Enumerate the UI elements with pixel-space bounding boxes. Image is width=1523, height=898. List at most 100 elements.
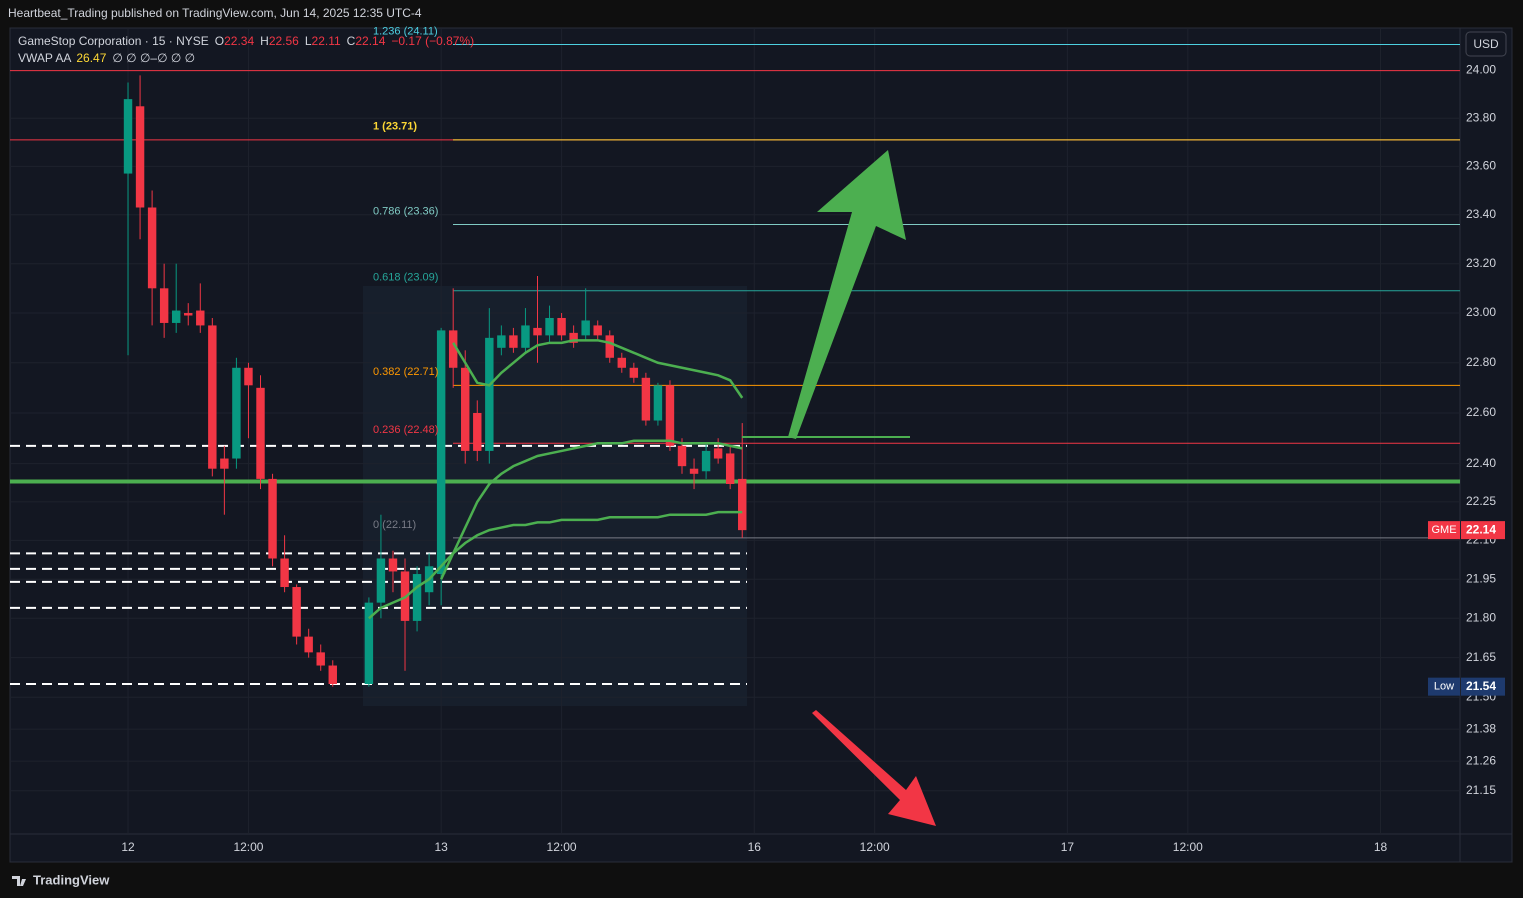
vwap-line (368, 510, 743, 620)
candle-body (316, 652, 325, 666)
price-tag (1428, 521, 1460, 540)
candle-body (665, 385, 675, 446)
y-tick-label: 21.80 (1466, 610, 1496, 624)
x-tick-label: 17 (1061, 840, 1075, 854)
x-tick-label: 12:00 (547, 840, 577, 854)
x-tick-label: 12:00 (860, 840, 890, 854)
candle-body (725, 453, 735, 484)
candle-body (545, 317, 554, 336)
x-tick-label: 12 (121, 840, 135, 854)
candle-body (364, 602, 374, 685)
candle-body (280, 558, 289, 588)
candle-body (557, 317, 566, 336)
x-tick-label: 12:00 (233, 840, 263, 854)
price-tag-name: GME (1431, 524, 1456, 536)
vwap-line (440, 439, 743, 580)
candle-body (485, 337, 494, 451)
candle-body (738, 478, 747, 531)
y-tick-label: 21.65 (1466, 650, 1496, 664)
candle-body (171, 310, 181, 323)
x-tick-label: 18 (1374, 840, 1388, 854)
candle-body (593, 325, 602, 336)
candle-body (292, 587, 301, 637)
price-tag (1428, 677, 1460, 696)
y-tick-label: 22.40 (1466, 456, 1496, 470)
candle-body (196, 310, 205, 326)
ohlc-value: 22.34 (224, 34, 254, 48)
y-tick-label: 23.40 (1466, 207, 1496, 221)
candle-body (569, 332, 578, 343)
candle-body (497, 335, 506, 348)
y-tick-label: 24.00 (1466, 63, 1496, 77)
up-arrow (788, 150, 906, 439)
candle-body (256, 387, 265, 479)
candle-body (461, 367, 470, 451)
ohlc-key: H (260, 34, 269, 48)
y-tick-label: 22.60 (1466, 405, 1496, 419)
y-tick-label: 23.20 (1466, 256, 1496, 270)
candle-body (159, 288, 169, 323)
price-tag (1461, 677, 1505, 696)
ohlc-key: C (347, 34, 356, 48)
candle-body (328, 665, 337, 685)
price-tag-value: 22.14 (1466, 522, 1496, 536)
indicator-name: VWAP AA (18, 51, 71, 65)
y-tick-label: 23.00 (1466, 305, 1496, 319)
candle-body (304, 636, 313, 653)
indicator-value: 26.47 (76, 51, 106, 65)
candle-body (509, 335, 518, 348)
ohlc-key: O (215, 34, 224, 48)
y-tick-label: 21.95 (1466, 571, 1496, 585)
candle-body (448, 330, 458, 368)
x-tick-label: 13 (434, 840, 448, 854)
fib-label: 0 (22.11) (373, 519, 416, 531)
ohlc-value: 22.56 (269, 34, 299, 48)
fib-label: 1 (23.71) (373, 121, 417, 133)
currency[interactable]: USD (1473, 37, 1499, 51)
fib-label: 0.382 (22.71) (373, 366, 438, 378)
candle-body (268, 478, 277, 559)
y-tick-label: 21.15 (1466, 783, 1496, 797)
candle-body (232, 367, 241, 459)
candle-body (521, 325, 530, 348)
symbol: GameStop Corporation · 15 · NYSE (18, 34, 209, 48)
currency-button[interactable] (1465, 31, 1507, 57)
candle-body (244, 367, 253, 386)
publisher: Heartbeat_Trading published on TradingVi… (8, 6, 422, 20)
fib-label: 0.618 (23.09) (373, 272, 438, 284)
candle-body (701, 450, 711, 472)
ohlc-value: 22.14 (355, 34, 385, 48)
candle-body (653, 385, 663, 421)
candle-body (713, 448, 723, 459)
brand: TradingView (33, 872, 110, 887)
candle-body (184, 313, 193, 316)
logo (12, 876, 26, 886)
candle-body (629, 367, 639, 378)
candle-body (533, 327, 542, 336)
x-tick-label: 12:00 (1173, 840, 1203, 854)
vwap-line (452, 339, 744, 399)
candle-body (617, 357, 627, 368)
x-tick-label: 16 (748, 840, 762, 854)
indicator-rest: ∅ ∅ ∅–∅ ∅ ∅ (112, 51, 195, 65)
candle-body (641, 377, 651, 421)
ohlc-key: L (305, 34, 312, 48)
down-arrow (812, 710, 936, 826)
fib-label: 1.236 (24.11) (373, 25, 438, 37)
candle-body (208, 325, 217, 469)
ohlc-value: 22.11 (312, 34, 341, 48)
price-tag (1461, 521, 1505, 540)
y-tick-label: 23.80 (1466, 110, 1496, 124)
price-tag-name: Low (1434, 681, 1454, 693)
y-tick-label: 21.38 (1466, 721, 1496, 735)
price-tag-value: 21.54 (1466, 679, 1496, 693)
fib-label: 0.786 (23.36) (373, 205, 438, 217)
y-tick-label: 22.80 (1466, 355, 1496, 369)
candle-body (135, 106, 145, 208)
fib-label: 0.236 (22.48) (373, 424, 438, 436)
candle-body (436, 330, 446, 575)
candle-body (376, 558, 386, 603)
change: −0.17 (−0.87%) (391, 34, 474, 48)
